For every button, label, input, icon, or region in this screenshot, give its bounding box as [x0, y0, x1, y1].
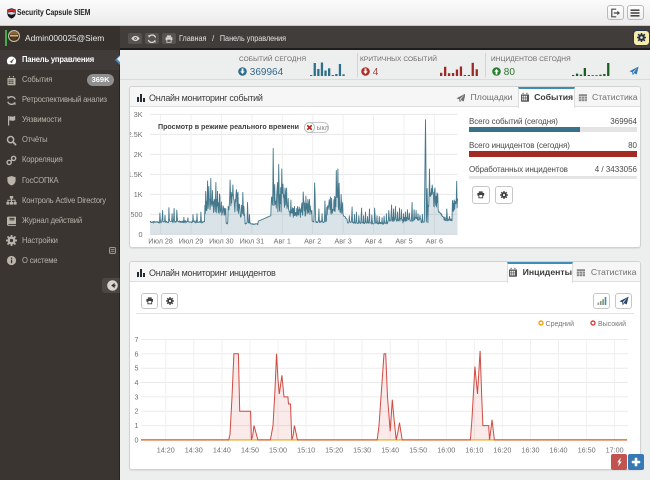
svg-text:15:10: 15:10 [297, 446, 315, 455]
svg-text:Июл 31: Июл 31 [240, 237, 265, 246]
svg-text:0: 0 [135, 435, 139, 444]
svg-text:Авг 4: Авг 4 [365, 237, 382, 246]
svg-text:16:00: 16:00 [437, 446, 455, 455]
svg-text:15:30: 15:30 [353, 446, 371, 455]
svg-text:15:50: 15:50 [409, 446, 427, 455]
svg-text:3: 3 [135, 392, 139, 401]
svg-text:500: 500 [131, 210, 143, 219]
svg-text:Авг 3: Авг 3 [334, 237, 351, 246]
svg-text:Авг 1: Авг 1 [274, 237, 291, 246]
svg-text:14:20: 14:20 [157, 446, 175, 455]
svg-text:Июл 30: Июл 30 [209, 237, 234, 246]
svg-text:15:00: 15:00 [269, 446, 287, 455]
svg-text:16:50: 16:50 [578, 446, 596, 455]
svg-text:2: 2 [135, 407, 139, 416]
svg-text:6: 6 [135, 349, 139, 358]
svg-text:15:40: 15:40 [381, 446, 399, 455]
svg-text:16:30: 16:30 [522, 446, 540, 455]
svg-text:7: 7 [135, 335, 139, 344]
svg-text:17:00: 17:00 [606, 446, 624, 455]
svg-text:2.5K: 2.5K [130, 130, 143, 139]
svg-text:4: 4 [135, 378, 139, 387]
svg-text:14:30: 14:30 [185, 446, 203, 455]
svg-text:Июл 28: Июл 28 [148, 237, 173, 246]
svg-text:2K: 2K [134, 150, 143, 159]
svg-text:16:40: 16:40 [550, 446, 568, 455]
svg-text:15:20: 15:20 [325, 446, 343, 455]
svg-text:Июл 29: Июл 29 [179, 237, 204, 246]
svg-text:Авг 5: Авг 5 [395, 237, 412, 246]
svg-text:1K: 1K [134, 190, 143, 199]
svg-text:5: 5 [135, 364, 139, 373]
svg-text:Авг 6: Авг 6 [426, 237, 443, 246]
svg-text:14:50: 14:50 [241, 446, 259, 455]
svg-text:0: 0 [139, 230, 143, 239]
svg-text:16:10: 16:10 [465, 446, 483, 455]
svg-text:14:40: 14:40 [213, 446, 231, 455]
svg-text:Авг 2: Авг 2 [304, 237, 321, 246]
svg-text:1.5K: 1.5K [130, 170, 143, 179]
svg-text:1: 1 [135, 421, 139, 430]
svg-text:16:20: 16:20 [493, 446, 511, 455]
svg-text:3K: 3K [134, 110, 143, 119]
